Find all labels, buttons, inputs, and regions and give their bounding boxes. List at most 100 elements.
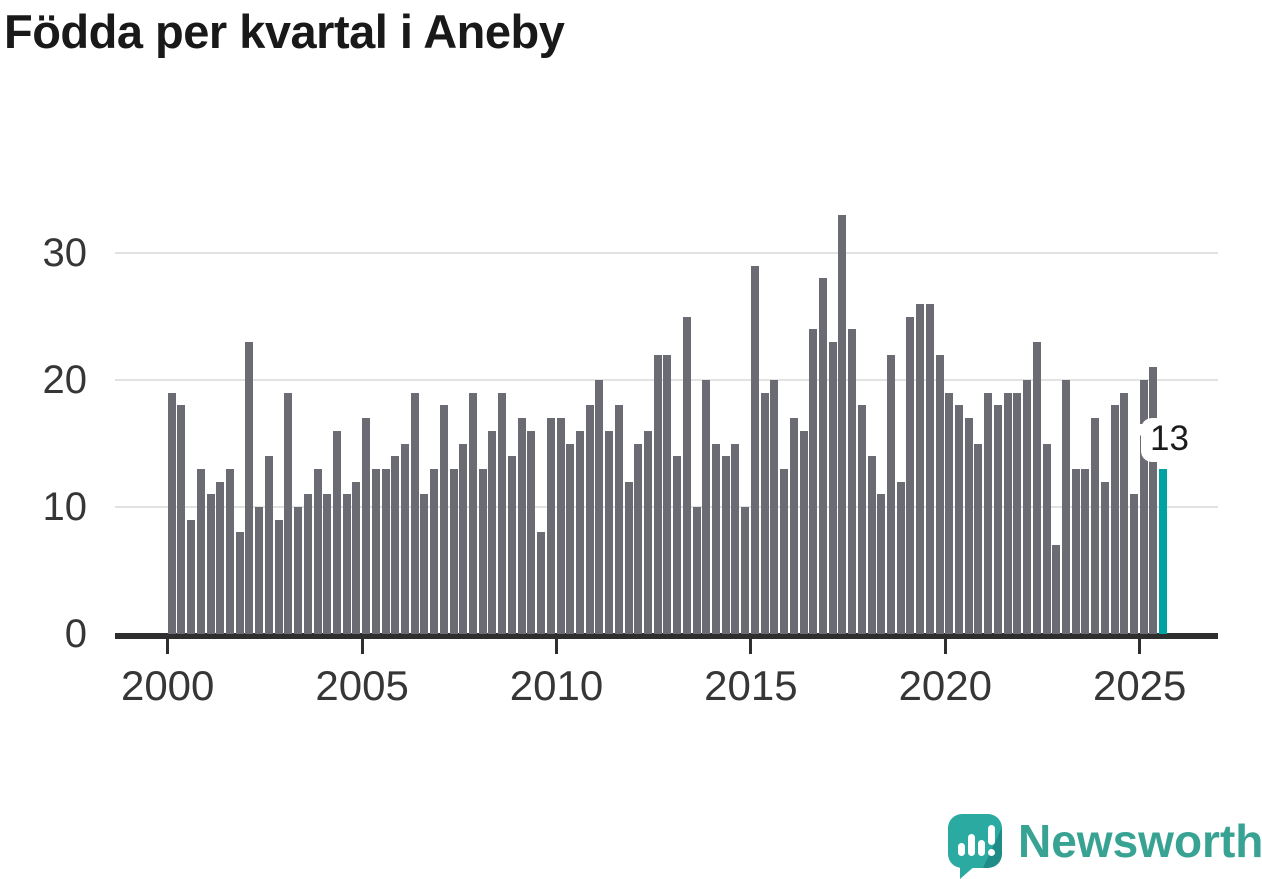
bar-2023-q2	[1071, 468, 1080, 634]
bar-2022-q2	[1032, 341, 1041, 634]
bar-2018-q3	[886, 354, 895, 634]
bar-2000-q2	[177, 405, 186, 634]
x-tick-2025	[1138, 639, 1142, 654]
bar-2016-q1	[789, 418, 798, 634]
logo-bar-icon	[968, 834, 975, 856]
y-axis-label-10: 10	[42, 485, 88, 529]
bar-2019-q1	[906, 316, 915, 634]
x-tick-2000	[166, 639, 170, 654]
bar-2006-q3	[420, 494, 429, 634]
bar-2019-q2	[916, 303, 925, 634]
bar-2008-q1	[478, 468, 487, 634]
x-axis-label-2015: 2015	[704, 662, 798, 709]
bar-2008-q3	[498, 392, 507, 634]
bar-2006-q1	[400, 443, 409, 634]
bar-2000-q1	[167, 392, 176, 634]
bar-2023-q4	[1091, 418, 1100, 634]
bar-2005-q2	[371, 468, 380, 634]
bar-2011-q1	[595, 380, 604, 634]
bar-2000-q4	[196, 468, 205, 634]
newsworthy-logo-icon	[948, 814, 1002, 879]
bar-2008-q4	[507, 456, 516, 634]
bar-2015-q1	[750, 265, 759, 634]
bar-2005-q4	[391, 456, 400, 634]
bar-2019-q3	[925, 303, 934, 634]
bar-2003-q3	[303, 494, 312, 634]
bar-2014-q4	[741, 507, 750, 634]
bar-2023-q1	[1061, 380, 1070, 634]
bar-2021-q1	[984, 392, 993, 634]
logo-exclamation-icon	[988, 825, 995, 845]
bar-2016-q4	[818, 278, 827, 634]
bar-2015-q2	[760, 392, 769, 634]
bar-2007-q4	[469, 392, 478, 634]
bar-2004-q1	[323, 494, 332, 634]
bar-2025-q1	[1139, 380, 1148, 634]
x-axis-label-2005: 2005	[315, 662, 409, 709]
bar-2018-q1	[867, 456, 876, 634]
bar-2008-q2	[488, 430, 497, 634]
bar-2010-q2	[566, 443, 575, 634]
bar-2017-q3	[848, 329, 857, 634]
bar-2012-q3	[653, 354, 662, 634]
logo-bar-icon	[958, 843, 965, 856]
bar-2009-q2	[527, 430, 536, 634]
bar-2017-q4	[857, 405, 866, 634]
bar-2001-q3	[226, 468, 235, 634]
gridline-y-30	[115, 252, 1218, 254]
bar-2009-q3	[537, 532, 546, 634]
bar-2006-q4	[430, 468, 439, 634]
bar-2007-q3	[459, 443, 468, 634]
y-axis-label-20: 20	[42, 358, 88, 402]
bar-2010-q3	[575, 430, 584, 634]
bar-2003-q1	[284, 392, 293, 634]
bar-2001-q2	[216, 481, 225, 634]
bar-2000-q3	[187, 519, 196, 634]
bar-2013-q1	[673, 456, 682, 634]
y-axis-label-30: 30	[42, 231, 88, 275]
bar-2005-q1	[362, 418, 371, 634]
bar-2016-q2	[799, 430, 808, 634]
bar-2021-q3	[1003, 392, 1012, 634]
bar-2015-q4	[780, 468, 789, 634]
bar-2024-q3	[1120, 392, 1129, 634]
bar-2012-q1	[634, 443, 643, 634]
bar-2012-q4	[663, 354, 672, 634]
bar-2013-q2	[682, 316, 691, 634]
bar-2024-q2	[1110, 405, 1119, 634]
bar-2016-q3	[809, 329, 818, 634]
bar-2006-q2	[410, 392, 419, 634]
logo-exclamation-dot-icon	[988, 849, 995, 856]
bar-2025-q3	[1159, 468, 1168, 634]
bar-2003-q4	[313, 468, 322, 634]
x-tick-2020	[943, 639, 947, 654]
bar-2002-q1	[245, 341, 254, 634]
highlight-value-callout: 13	[1129, 418, 1198, 462]
bar-2011-q2	[605, 430, 614, 634]
bar-2018-q2	[877, 494, 886, 634]
bar-2013-q4	[702, 380, 711, 634]
bar-2003-q2	[294, 507, 303, 634]
x-axis-label-2020: 2020	[898, 662, 993, 709]
x-tick-2010	[555, 639, 558, 654]
bar-2018-q4	[896, 481, 905, 634]
bar-2002-q3	[264, 456, 273, 634]
bar-2012-q2	[643, 430, 652, 634]
bar-2001-q4	[235, 532, 244, 634]
x-axis-label-2025: 2025	[1092, 662, 1187, 709]
bar-2022-q3	[1042, 443, 1051, 634]
bar-2022-q1	[1023, 380, 1032, 634]
x-tick-2005	[360, 639, 364, 654]
bar-2004-q4	[352, 481, 361, 634]
newsworthy-wordmark: Newsworthy	[1018, 815, 1262, 867]
bar-2024-q1	[1100, 481, 1109, 634]
bar-2007-q2	[449, 468, 458, 634]
x-axis-line	[115, 633, 1218, 639]
bar-2004-q3	[342, 494, 351, 634]
bar-2002-q4	[274, 519, 283, 634]
bar-2023-q3	[1081, 468, 1090, 634]
y-axis-label-0: 0	[64, 612, 87, 656]
bar-2013-q3	[692, 507, 701, 634]
bar-2014-q1	[712, 443, 721, 634]
bar-2021-q4	[1013, 392, 1022, 634]
